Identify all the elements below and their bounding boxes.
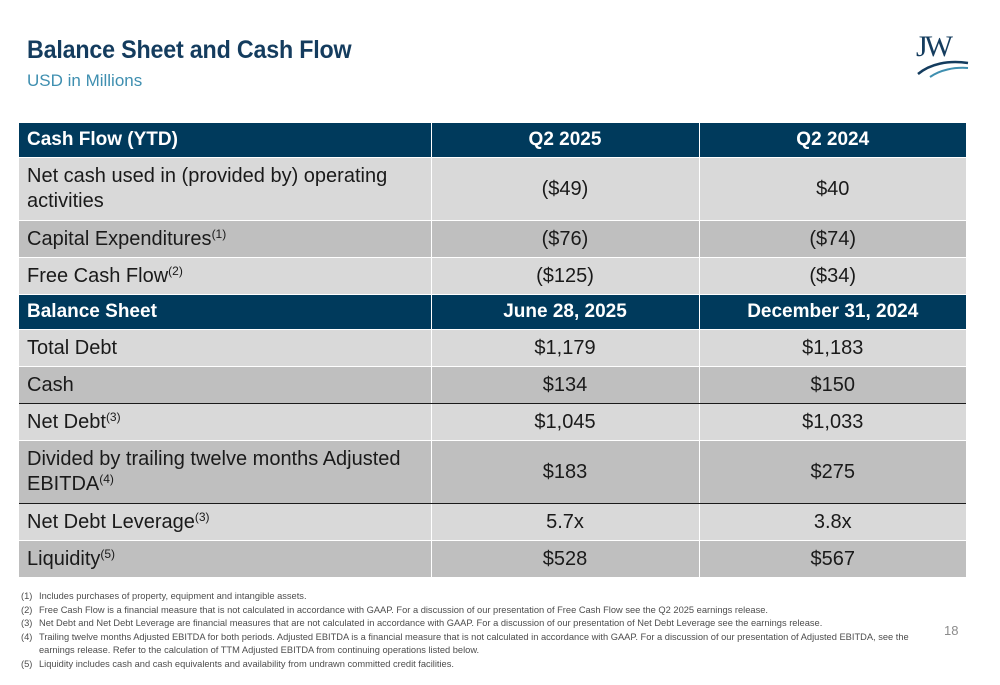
- value-cell: $567: [698, 540, 966, 578]
- row-label: Total Debt: [19, 329, 431, 367]
- footnote-ref: (3): [194, 509, 210, 524]
- row-label: Net Debt(3): [19, 403, 431, 441]
- balance-sheet-header-row: Balance Sheet June 28, 2025 December 31,…: [19, 294, 966, 330]
- footnote-text: Includes purchases of property, equipmen…: [39, 591, 307, 601]
- footnote-ref: (5): [100, 546, 116, 561]
- financial-table: Cash Flow (YTD) Q2 2025 Q2 2024 Net cash…: [19, 123, 966, 578]
- footnote-text: Free Cash Flow is a financial measure th…: [39, 604, 768, 615]
- header-cell: Cash Flow (YTD): [19, 123, 431, 158]
- value-cell: $1,045: [430, 403, 699, 441]
- value-cell: 5.7x: [430, 503, 699, 541]
- value-cell: ($76): [430, 220, 699, 258]
- cash-flow-header-row: Cash Flow (YTD) Q2 2025 Q2 2024: [19, 123, 966, 158]
- footnote: (4) Trailing twelve months Adjusted EBIT…: [21, 631, 921, 658]
- row-label: Net cash used in (provided by) operating…: [19, 157, 431, 221]
- row-label: Capital Expenditures(1): [19, 220, 431, 258]
- header-cell: Balance Sheet: [19, 294, 431, 330]
- value-cell: $1,033: [698, 403, 966, 441]
- table-row: Capital Expenditures(1) ($76) ($74): [19, 220, 966, 258]
- footnote: (1) Includes purchases of property, equi…: [21, 590, 921, 604]
- row-label: Free Cash Flow(2): [19, 257, 431, 295]
- table-row: Free Cash Flow(2) ($125) ($34): [19, 257, 966, 295]
- footnote-ref: (1): [211, 226, 227, 241]
- footnote-text: Trailing twelve months Adjusted EBITDA f…: [39, 631, 909, 656]
- row-label: Net Debt Leverage(3): [19, 503, 431, 541]
- footnote-ref: (4): [99, 472, 114, 486]
- value-cell: $275: [698, 440, 966, 504]
- value-cell: 3.8x: [698, 503, 966, 541]
- page-subtitle: USD in Millions: [27, 71, 143, 90]
- footnote-text: Net Debt and Net Debt Leverage are finan…: [39, 618, 823, 629]
- value-cell: ($125): [430, 257, 699, 295]
- footnote: (5) Liquidity includes cash and cash equ…: [21, 658, 921, 672]
- page-title: Balance Sheet and Cash Flow: [27, 36, 352, 64]
- footnote-number: (5): [21, 658, 33, 669]
- footnote-number: (4): [21, 631, 33, 642]
- value-cell: $183: [430, 440, 699, 504]
- footnote-ref: (2): [168, 263, 183, 278]
- value-cell: $40: [698, 157, 966, 221]
- table-row: Cash $134 $150: [19, 366, 966, 404]
- value-cell: $1,183: [698, 329, 966, 367]
- table-row: Net cash used in (provided by) operating…: [19, 157, 966, 221]
- table-row: Net Debt Leverage(3) 5.7x 3.8x: [19, 503, 966, 541]
- jw-logo: JW: [914, 30, 970, 84]
- footnote-ref: (3): [105, 409, 121, 424]
- footnote-number: (2): [21, 604, 33, 615]
- table-row: Net Debt(3) $1,045 $1,033: [19, 403, 966, 441]
- row-label: Divided by trailing twelve months Adjust…: [19, 440, 431, 504]
- footnote: (2) Free Cash Flow is a financial measur…: [21, 604, 921, 618]
- header-cell: June 28, 2025: [430, 294, 699, 330]
- table-row: Divided by trailing twelve months Adjust…: [19, 440, 966, 504]
- footnote-text: Liquidity includes cash and cash equival…: [39, 658, 454, 669]
- value-cell: $134: [430, 366, 699, 404]
- value-cell: $528: [430, 540, 699, 578]
- page-number: 18: [944, 623, 959, 638]
- value-cell: $1,179: [430, 329, 699, 367]
- table-row: Total Debt $1,179 $1,183: [19, 329, 966, 367]
- footnote: (3) Net Debt and Net Debt Leverage are f…: [21, 617, 921, 631]
- logo-text: JW: [916, 30, 954, 63]
- table-row: Liquidity(5) $528 $567: [19, 540, 966, 578]
- footnote-number: (1): [21, 591, 33, 601]
- value-cell: ($34): [698, 257, 966, 295]
- header-cell: December 31, 2024: [698, 294, 966, 330]
- header-cell: Q2 2025: [430, 123, 699, 158]
- footnote-number: (3): [21, 618, 33, 629]
- row-label: Cash: [19, 366, 431, 404]
- header-cell: Q2 2024: [698, 123, 966, 158]
- value-cell: ($74): [698, 220, 966, 258]
- value-cell: ($49): [430, 157, 699, 221]
- value-cell: $150: [698, 366, 966, 404]
- footnotes: (1) Includes purchases of property, equi…: [21, 590, 921, 672]
- jw-logo-mark: JW: [916, 30, 969, 78]
- row-label: Liquidity(5): [19, 540, 431, 578]
